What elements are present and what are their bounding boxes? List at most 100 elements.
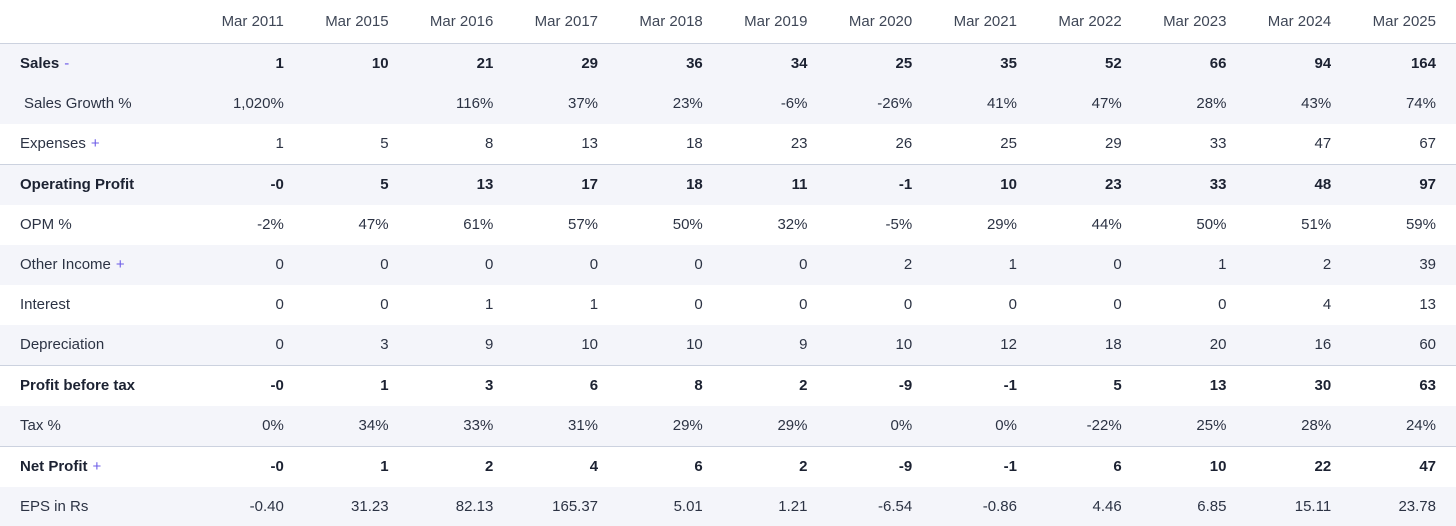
cell-value: 6	[589, 377, 599, 394]
expand-row-toggle[interactable]: +	[92, 458, 102, 475]
cell-value: 0	[380, 296, 389, 313]
cell-value: 15.11	[1294, 498, 1332, 515]
cell-value: 13	[1209, 377, 1227, 394]
cell-value: 39	[1419, 256, 1436, 273]
table-row[interactable]: Tax % 0% 34% 33% 31% 29% 29% 0% 0% -22% 25% 28% 24%	[0, 406, 1456, 447]
table-row[interactable]: OPM % -2% 47% 61% 57% 50% 32% -5% 29% 44% 50% 51% 59…	[0, 205, 1456, 245]
cell-value: 2	[484, 458, 494, 475]
row-label-text: Expenses	[20, 135, 86, 152]
cell-value: 61%	[463, 216, 494, 233]
column-header: Mar 2018	[639, 13, 703, 30]
cell-value: 1.21	[778, 498, 808, 515]
cell-value: 23.78	[1398, 498, 1436, 515]
cell-value: 28%	[1196, 95, 1227, 112]
row-label-text: EPS in Rs	[20, 498, 89, 515]
expand-row-toggle[interactable]: +	[115, 256, 125, 273]
table-row[interactable]: Other Income +0 0 0 0 0 0 2 1 0 1 2 39	[0, 245, 1456, 285]
cell-value: -1	[898, 176, 913, 193]
row-label-header	[0, 0, 179, 44]
table-row[interactable]: Operating Profit -0 5 13 17 18 11 -1 10 23 33 48 97	[0, 164, 1456, 206]
column-header: Mar 2023	[1163, 13, 1227, 30]
cell-value: -2%	[257, 216, 284, 233]
column-header: Mar 2015	[325, 13, 389, 30]
cell-value: 33	[1209, 176, 1227, 193]
cell-value: 1	[380, 377, 389, 394]
row-label-text: OPM %	[20, 216, 72, 233]
cell-value: 33	[1209, 135, 1227, 152]
cell-value: 23	[1105, 176, 1122, 193]
row-label-text: Sales Growth %	[24, 95, 132, 112]
cell-value: 1	[275, 135, 284, 152]
collapse-row-toggle[interactable]: -	[64, 55, 70, 72]
cell-value: 10	[686, 336, 703, 353]
cell-value: 13	[476, 176, 494, 193]
table-row[interactable]: Profit before tax -0 1 3 6 8 2 -9 -1 5 13 30 63	[0, 365, 1456, 407]
cell-value: 12	[1000, 336, 1017, 353]
cell-value: 0	[275, 296, 284, 313]
cell-value: 66	[1209, 55, 1227, 72]
column-header: Mar 2020	[848, 13, 913, 30]
expand-row-toggle[interactable]: +	[90, 135, 100, 152]
table-body: Sales -1 10 21 29 36 34 25 35 52 66 94 164 Sales Grow…	[0, 43, 1456, 526]
table-row[interactable]: Sales - 1 10 21 29 36 34 25 35 52 66 94 164	[0, 43, 1456, 84]
cell-value: 17	[581, 176, 599, 193]
cell-value: 67	[1419, 135, 1436, 152]
cell-value: 4	[589, 458, 599, 475]
cell-value: 16	[1314, 336, 1332, 353]
cell-value: 59%	[1405, 216, 1436, 233]
cell-value: -9	[898, 377, 913, 394]
cell-value: 3	[484, 377, 494, 394]
cell-value: 10	[581, 336, 599, 353]
cell-value: -9	[898, 458, 913, 475]
column-header: Mar 2022	[1058, 13, 1122, 30]
cell-value: 10	[1000, 176, 1017, 193]
row-label-text: Other Income	[20, 256, 111, 273]
cell-value: 36	[686, 55, 703, 72]
row-label: Net Profit +	[0, 447, 179, 488]
cell-value: 2	[799, 377, 808, 394]
cell-value: 37%	[568, 95, 599, 112]
row-label: Sales Growth %	[0, 84, 179, 124]
row-label-text: Tax %	[20, 417, 61, 434]
cell-value: 1,020%	[232, 95, 284, 112]
cell-value: 44%	[1091, 216, 1122, 233]
row-label: Operating Profit	[0, 165, 179, 206]
cell-value: 116%	[456, 95, 494, 112]
cell-value: 29	[581, 55, 599, 72]
cell-value: 33%	[463, 417, 494, 434]
cell-value: 10	[371, 55, 389, 72]
cell-value: 31.23	[351, 498, 389, 515]
cell-value: 34	[790, 55, 808, 72]
cell-value: 22	[1314, 458, 1332, 475]
cell-value: 2	[1322, 256, 1332, 273]
row-label: Expenses +	[0, 124, 179, 165]
cell-value: 32%	[777, 216, 808, 233]
header-row: Mar 2011 Mar 2015 Mar 2016 Mar 2017 Mar 2018…	[0, 0, 1456, 44]
cell-value: 6	[1113, 458, 1122, 475]
cell-value	[284, 84, 389, 124]
table-row[interactable]: Depreciation 0 3 9 10 10 9 10 12 18 20 16 60	[0, 325, 1456, 366]
cell-value: 24%	[1405, 417, 1436, 434]
cell-value: 6.85	[1197, 498, 1227, 515]
cell-value: 0	[903, 296, 913, 313]
table-row[interactable]: Expenses +1 5 8 13 18 23 26 25 29 33 47 67	[0, 124, 1456, 165]
cell-value: 28%	[1301, 417, 1332, 434]
row-label-text: Depreciation	[20, 336, 105, 353]
cell-value: 164	[1410, 55, 1436, 72]
table-row[interactable]: Net Profit + -0 1 2 4 6 2 -9 -1 6 10 22 47	[0, 446, 1456, 488]
cell-value: -6.54	[878, 498, 913, 515]
row-label-text: Net Profit	[20, 458, 88, 475]
row-label: Profit before tax	[0, 366, 179, 407]
table-row[interactable]: Interest 0 0 1 1 0 0 0 0 0 0 4 13	[0, 285, 1456, 325]
cell-value: 0	[380, 256, 389, 273]
table-row[interactable]: Sales Growth % 1,020% 116% 37% 23% -6% -26% 41%…	[0, 84, 1456, 124]
cell-value: 29%	[986, 216, 1017, 233]
table-row[interactable]: EPS in Rs -0.40 31.23 82.13 165.37 5.01 1.21 -6…	[0, 487, 1456, 526]
cell-value: 21	[476, 55, 494, 72]
cell-value: 94	[1314, 55, 1332, 72]
cell-value: -0	[270, 377, 284, 394]
cell-value: 0	[1218, 296, 1227, 313]
cell-value: 30	[1314, 377, 1332, 394]
cell-value: 74%	[1405, 95, 1436, 112]
